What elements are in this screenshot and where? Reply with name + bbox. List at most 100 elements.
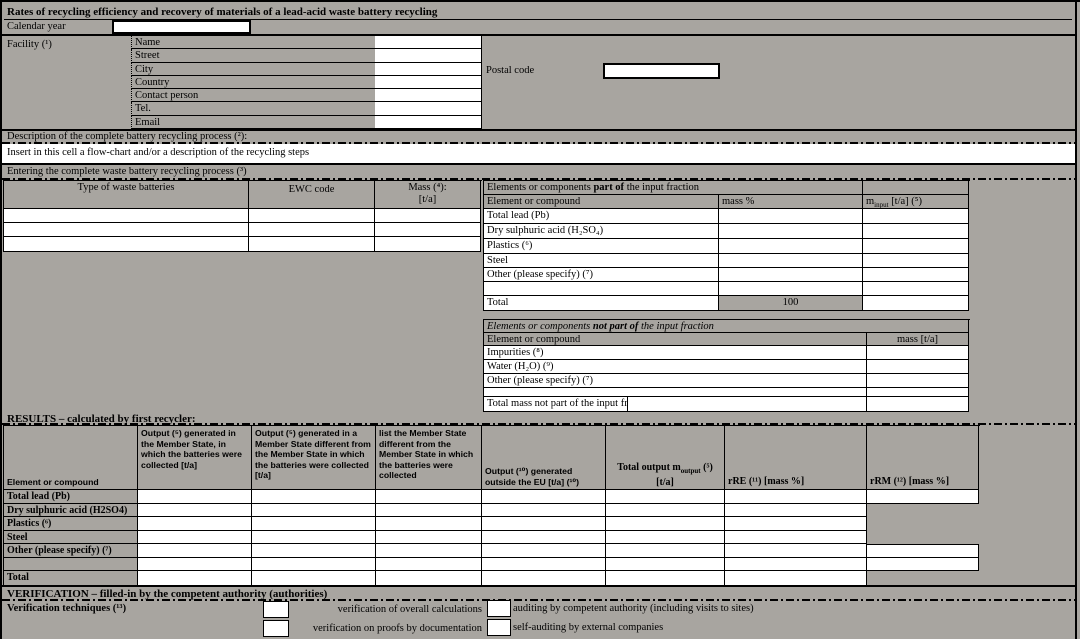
mass-cell[interactable] [375, 209, 481, 223]
results-row-label: Total lead (Pb) [4, 490, 138, 504]
dashdot-divider [2, 423, 1075, 425]
results-cell[interactable] [252, 531, 376, 544]
mass-ta-cell[interactable] [867, 388, 969, 397]
mass-ta-cell[interactable] [867, 374, 969, 388]
verification-heading: VERIFICATION – filled-in by the competen… [7, 588, 328, 600]
results-cell[interactable] [606, 504, 725, 517]
results-cell[interactable] [252, 544, 376, 558]
facility-name-input[interactable] [375, 36, 482, 50]
col-header-element: Element or compound [484, 333, 867, 346]
total-output-line1: Total output moutput (⁵) [609, 462, 721, 477]
minput-cell[interactable] [863, 268, 969, 282]
results-rrm-cell[interactable] [867, 558, 979, 571]
results-cell[interactable] [376, 571, 482, 586]
results-row-label: Other (please specify) (⁷) [4, 544, 138, 558]
mass-cell[interactable] [375, 223, 481, 237]
results-cell[interactable] [376, 558, 482, 571]
facility-tel-input[interactable] [375, 102, 482, 116]
results-cell[interactable] [482, 517, 606, 531]
results-cell[interactable] [138, 531, 252, 544]
title-text: Elements or components [487, 182, 594, 193]
facility-street-input[interactable] [375, 49, 482, 63]
results-rrm-cell[interactable] [867, 544, 979, 558]
total-mass-ta-cell[interactable] [867, 397, 969, 412]
verification-checkbox-1[interactable] [263, 601, 289, 618]
results-rre-cell[interactable] [725, 571, 867, 586]
spacer-cell [863, 181, 969, 195]
minput-cell[interactable] [863, 282, 969, 296]
results-cell[interactable] [606, 558, 725, 571]
battery-type-cell[interactable] [4, 209, 249, 223]
results-cell[interactable] [252, 517, 376, 531]
results-cell[interactable] [138, 490, 252, 504]
facility-email-input[interactable] [375, 115, 482, 129]
results-cell[interactable] [606, 571, 725, 586]
mass-ta-cell[interactable] [867, 346, 969, 360]
mass-pct-cell[interactable] [719, 239, 863, 254]
minput-cell[interactable] [863, 224, 969, 239]
facility-country-input[interactable] [375, 75, 482, 90]
battery-type-cell[interactable] [4, 237, 249, 252]
postal-code-input[interactable] [603, 63, 720, 79]
results-cell[interactable] [606, 490, 725, 504]
element-label[interactable] [484, 282, 719, 296]
minput-cell[interactable] [863, 209, 969, 224]
results-cell[interactable] [376, 531, 482, 544]
mass-pct-cell[interactable] [719, 282, 863, 296]
m-symbol: m [866, 196, 875, 207]
total-minput-cell[interactable] [863, 296, 969, 311]
results-cell[interactable] [138, 558, 252, 571]
facility-city-input[interactable] [375, 62, 482, 76]
results-rre-cell[interactable] [725, 544, 867, 558]
mass-cell[interactable] [375, 237, 481, 252]
mass-pct-cell[interactable] [719, 224, 863, 239]
results-rrm-cell[interactable] [867, 490, 979, 504]
mass-pct-cell[interactable] [719, 268, 863, 282]
description-cell[interactable]: Insert in this cell a flow-chart and/or … [2, 144, 1075, 163]
results-cell[interactable] [606, 517, 725, 531]
results-cell[interactable] [376, 490, 482, 504]
mass-pct-cell[interactable] [719, 254, 863, 268]
results-cell[interactable] [482, 544, 606, 558]
results-cell[interactable] [376, 544, 482, 558]
results-cell[interactable] [138, 517, 252, 531]
dashdot-divider [2, 142, 1075, 144]
minput-cell[interactable] [863, 239, 969, 254]
ewc-code-cell[interactable] [249, 209, 375, 223]
results-cell[interactable] [252, 490, 376, 504]
battery-type-cell[interactable] [4, 223, 249, 237]
minput-cell[interactable] [863, 254, 969, 268]
results-cell[interactable] [606, 544, 725, 558]
results-rre-cell[interactable] [725, 504, 867, 517]
results-rre-cell[interactable] [725, 490, 867, 504]
results-cell[interactable] [138, 544, 252, 558]
results-cell[interactable] [606, 531, 725, 544]
results-cell[interactable] [376, 504, 482, 517]
facility-contact-input[interactable] [375, 89, 482, 103]
ewc-code-cell[interactable] [249, 237, 375, 252]
results-cell[interactable] [252, 558, 376, 571]
results-rre-cell[interactable] [725, 531, 867, 544]
results-cell[interactable] [482, 504, 606, 517]
calendar-year-input[interactable] [112, 20, 251, 34]
results-cell[interactable] [482, 571, 606, 586]
results-rrm-blank [867, 517, 979, 531]
results-cell[interactable] [138, 504, 252, 517]
results-cell[interactable] [138, 571, 252, 586]
results-cell[interactable] [482, 558, 606, 571]
verification-checkbox-selfaudit[interactable] [487, 619, 511, 636]
verification-checkbox-2[interactable] [263, 620, 289, 637]
results-cell[interactable] [376, 517, 482, 531]
calendar-year-label: Calendar year [7, 21, 66, 32]
results-cell[interactable] [482, 490, 606, 504]
mass-pct-cell[interactable] [719, 209, 863, 224]
results-rre-cell[interactable] [725, 517, 867, 531]
ewc-code-cell[interactable] [249, 223, 375, 237]
element-label[interactable] [484, 388, 867, 397]
results-cell[interactable] [252, 504, 376, 517]
mass-ta-cell[interactable] [867, 360, 969, 374]
results-rre-cell[interactable] [725, 558, 867, 571]
results-cell[interactable] [252, 571, 376, 586]
verification-checkbox-auditing[interactable] [487, 600, 511, 617]
results-cell[interactable] [482, 531, 606, 544]
